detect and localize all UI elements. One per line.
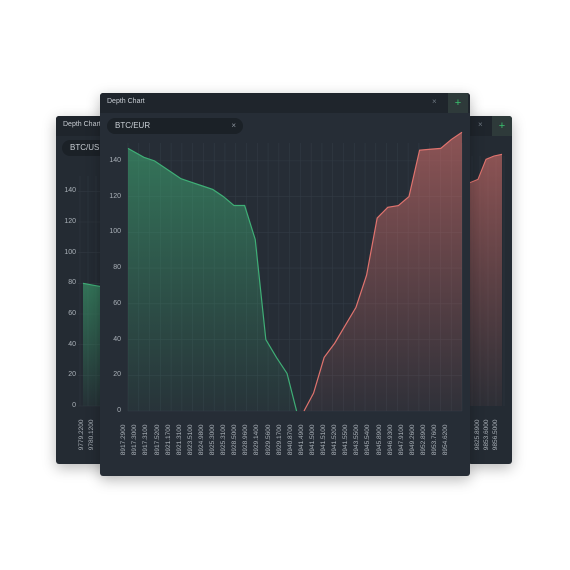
- y-tick-label: 80: [68, 279, 76, 287]
- x-tick-label: 8921.3100: [176, 424, 183, 456]
- y-tick-label: 40: [68, 340, 76, 348]
- pair-selector[interactable]: BTC/EUR ×: [107, 118, 243, 134]
- x-tick-label: 8945.5400: [364, 424, 372, 456]
- x-tick-label: 8924.9800: [198, 424, 206, 456]
- x-tick-label: 8949.2600: [409, 424, 417, 456]
- bid-line: [127, 147, 298, 412]
- bid-area: [128, 148, 297, 412]
- x-tick-label: 8941.4900: [298, 424, 306, 456]
- x-tick-label: 8941.5200: [331, 424, 339, 456]
- x-tick-label: 9825.8900: [474, 419, 482, 451]
- x-tick-label: 8923.5100: [187, 424, 195, 456]
- x-tick-label: 8917.5200: [153, 424, 161, 456]
- y-tick-label: 0: [72, 402, 76, 409]
- y-tick-label: 20: [68, 371, 76, 379]
- x-tick-label: 8929.5600: [264, 424, 272, 456]
- x-tick-label: 9780.1200: [88, 419, 96, 451]
- x-tick-label: 9856.5000: [492, 419, 500, 451]
- close-icon[interactable]: ×: [432, 97, 437, 106]
- y-tick-label: 80: [113, 264, 121, 272]
- ask-line: [469, 153, 503, 184]
- ask-area: [470, 154, 502, 406]
- x-tick-label: 8941.5000: [309, 424, 317, 456]
- x-tick-label: 8929.1400: [253, 424, 261, 456]
- x-tick-label: 8925.3100: [220, 424, 228, 456]
- y-tick-label: 100: [64, 248, 76, 256]
- x-tick-label: 9853.6000: [483, 419, 491, 451]
- depth-chart-plot: [469, 153, 505, 406]
- x-tick-label: 8917.2900: [120, 424, 128, 456]
- window-title: Depth Chart: [107, 98, 145, 105]
- x-tick-label: 8940.8700: [287, 424, 294, 456]
- y-tick-label: 60: [113, 299, 121, 307]
- window-titlebar[interactable]: Depth Chart × +: [100, 93, 470, 113]
- y-tick-label: 120: [109, 192, 121, 200]
- depth-chart-window-btc-eur[interactable]: Depth Chart × + BTC/EUR × 0 20 40 60 80 100 12…: [100, 93, 470, 476]
- y-tick-label: 0: [117, 407, 121, 414]
- depth-chart-plot: [127, 131, 463, 412]
- x-tick-label: 8946.9300: [386, 424, 394, 456]
- x-tick-label: 8941.5500: [342, 424, 350, 456]
- window-titlebar[interactable]: × +: [468, 116, 512, 136]
- x-tick-label: 8928.5000: [231, 424, 239, 456]
- x-tick-label: 8953.7600: [431, 424, 439, 456]
- x-tick-label: 8917.3000: [131, 424, 139, 456]
- x-tick-label: 8925.3000: [209, 424, 217, 456]
- x-tick-label: 8954.6200: [442, 424, 450, 456]
- x-tick-label: 8921.1700: [164, 424, 172, 456]
- y-tick-label: 60: [68, 310, 76, 317]
- remove-pair-icon[interactable]: ×: [231, 121, 236, 130]
- add-chart-button[interactable]: +: [448, 93, 468, 113]
- x-tick-label: 8941.5100: [320, 424, 328, 456]
- y-tick-label: 140: [109, 156, 121, 164]
- x-tick-label: 8947.9100: [398, 424, 405, 456]
- y-tick-label: 100: [109, 228, 121, 236]
- x-tick-label: 8917.3100: [142, 424, 150, 456]
- y-tick-label: 40: [113, 335, 121, 343]
- x-tick-label: 8929.1700: [275, 424, 283, 456]
- depth-chart-window-right[interactable]: × + 9825.8900 9853.6000 9856.5000: [468, 116, 512, 464]
- y-tick-label: 120: [64, 218, 76, 225]
- x-tick-label: 8943.5500: [353, 424, 361, 456]
- y-tick-label: 140: [64, 187, 76, 195]
- x-tick-label: 8928.9600: [242, 424, 250, 456]
- x-tick-label: 9779.2200: [78, 419, 86, 451]
- pair-label: BTC/EUR: [115, 121, 151, 130]
- window-title: Depth Chart: [63, 121, 101, 128]
- pair-label: BTC/USD: [70, 143, 106, 152]
- ask-area: [304, 132, 462, 411]
- x-tick-label: 8945.8900: [375, 424, 383, 456]
- y-tick-label: 20: [113, 371, 121, 379]
- ask-line: [303, 131, 463, 412]
- x-tick-label: 8952.8900: [420, 424, 428, 456]
- add-icon[interactable]: +: [492, 116, 512, 136]
- close-icon[interactable]: ×: [478, 120, 483, 129]
